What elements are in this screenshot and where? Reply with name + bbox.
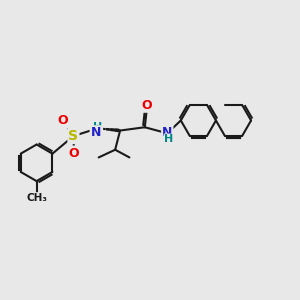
Text: O: O	[58, 114, 68, 128]
Text: CH₃: CH₃	[26, 193, 47, 203]
Text: H: H	[164, 134, 174, 145]
Text: O: O	[142, 99, 152, 112]
Text: S: S	[68, 129, 78, 143]
Text: H: H	[93, 122, 102, 132]
Text: N: N	[91, 126, 101, 139]
Text: N: N	[162, 126, 172, 139]
Text: O: O	[69, 146, 79, 160]
